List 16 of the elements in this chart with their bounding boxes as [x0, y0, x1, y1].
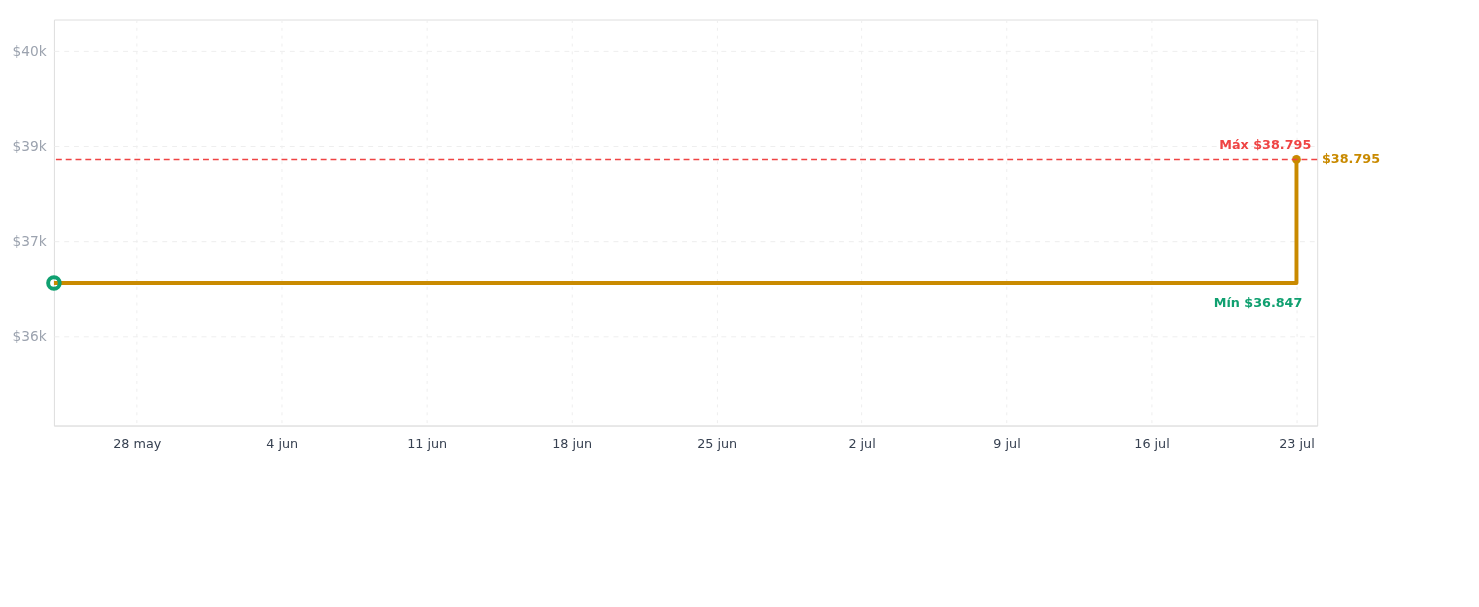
- y-tick-label: $37k: [12, 232, 47, 249]
- x-tick-label: 11 jun: [407, 435, 448, 451]
- annotation: Mín $36.847: [1213, 294, 1303, 310]
- x-tick-label: 25 jun: [697, 435, 738, 451]
- x-tick-label: 28 may: [113, 435, 162, 451]
- annotation: $38.795: [1321, 151, 1381, 167]
- x-tick-label: 2 jul: [848, 435, 876, 451]
- y-tick-label: $40k: [12, 42, 47, 59]
- x-tick-label: 16 jul: [1134, 435, 1170, 451]
- y-tick-label: $39k: [12, 137, 47, 154]
- x-tick-label: 23 jul: [1279, 435, 1315, 451]
- ref-line-label: Máx $38.795: [1219, 136, 1312, 152]
- x-tick-label: 4 jun: [266, 435, 299, 451]
- x-tick-label: 18 jun: [552, 435, 593, 451]
- y-tick-label: $36k: [12, 328, 47, 345]
- x-tick-label: 9 jul: [993, 435, 1021, 451]
